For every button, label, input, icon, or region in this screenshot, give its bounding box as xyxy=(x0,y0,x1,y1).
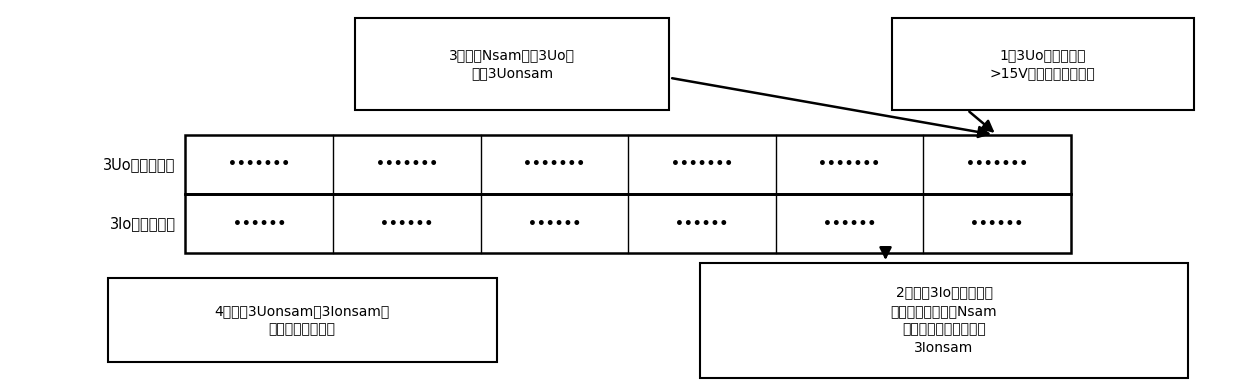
Text: ••••••: •••••• xyxy=(675,217,728,230)
Text: 3Uo采样值存储: 3Uo采样值存储 xyxy=(103,157,176,172)
Text: ••••••: •••••• xyxy=(970,217,1023,230)
Text: ••••••: •••••• xyxy=(381,217,433,230)
Text: 4：比较3Uonsam和3Ionsam符
号，进行故障判断: 4：比较3Uonsam和3Ionsam符 号，进行故障判断 xyxy=(215,304,389,336)
Bar xyxy=(186,135,1070,194)
Bar xyxy=(108,278,496,362)
Text: 2：找到3Io最大采样值
点，采样点号为：Nsam
记录此点的采样值大小
3Ionsam: 2：找到3Io最大采样值 点，采样点号为：Nsam 记录此点的采样值大小 3Io… xyxy=(890,286,997,355)
Text: 3：记录Nsam点的3Uo采
样值3Uonsam: 3：记录Nsam点的3Uo采 样值3Uonsam xyxy=(449,48,575,80)
Text: •••••••: ••••••• xyxy=(228,158,290,171)
Text: •••••••: ••••••• xyxy=(818,158,880,171)
Text: •••••••: ••••••• xyxy=(671,158,733,171)
Text: ••••••: •••••• xyxy=(528,217,580,230)
Bar xyxy=(892,18,1194,110)
Text: •••••••: ••••••• xyxy=(523,158,585,171)
Text: 1：3Uo当前有效值
>15V，暂态量判据启动: 1：3Uo当前有效值 >15V，暂态量判据启动 xyxy=(990,48,1096,80)
Bar xyxy=(186,194,1070,253)
Bar xyxy=(355,18,670,110)
Text: •••••••: ••••••• xyxy=(376,158,438,171)
Text: ••••••: •••••• xyxy=(822,217,875,230)
Bar xyxy=(701,263,1188,378)
Text: •••••••: ••••••• xyxy=(966,158,1028,171)
Text: ••••••: •••••• xyxy=(233,217,286,230)
Text: 3Io采样值存储: 3Io采样值存储 xyxy=(109,216,176,231)
